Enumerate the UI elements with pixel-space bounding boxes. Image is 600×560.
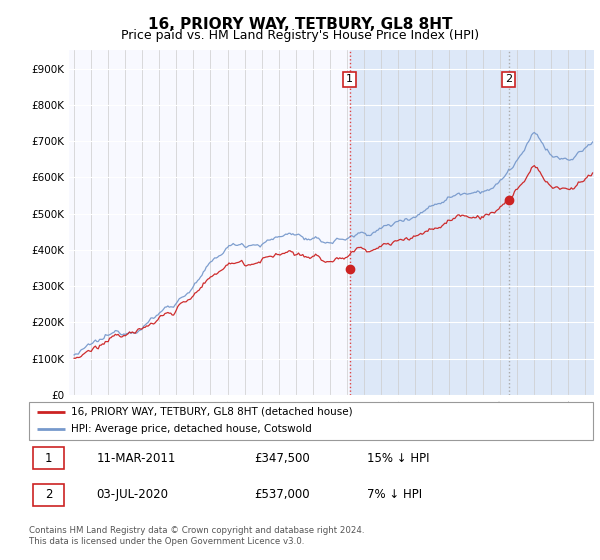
Text: 11-MAR-2011: 11-MAR-2011 (97, 452, 176, 465)
Text: 2: 2 (505, 74, 512, 85)
Text: 1: 1 (45, 452, 53, 465)
FancyBboxPatch shape (29, 402, 593, 440)
Text: Contains HM Land Registry data © Crown copyright and database right 2024.
This d: Contains HM Land Registry data © Crown c… (29, 526, 364, 546)
Text: £537,000: £537,000 (254, 488, 310, 501)
FancyBboxPatch shape (34, 447, 64, 469)
Text: 2: 2 (45, 488, 53, 501)
Text: 15% ↓ HPI: 15% ↓ HPI (367, 452, 430, 465)
Text: Price paid vs. HM Land Registry's House Price Index (HPI): Price paid vs. HM Land Registry's House … (121, 29, 479, 42)
Text: £347,500: £347,500 (254, 452, 310, 465)
Text: 03-JUL-2020: 03-JUL-2020 (97, 488, 169, 501)
FancyBboxPatch shape (34, 484, 64, 506)
Text: 1: 1 (346, 74, 353, 85)
Bar (350, 50, 594, 395)
Text: 7% ↓ HPI: 7% ↓ HPI (367, 488, 422, 501)
Text: HPI: Average price, detached house, Cotswold: HPI: Average price, detached house, Cots… (71, 424, 312, 435)
Text: 16, PRIORY WAY, TETBURY, GL8 8HT (detached house): 16, PRIORY WAY, TETBURY, GL8 8HT (detach… (71, 407, 353, 417)
Text: 16, PRIORY WAY, TETBURY, GL8 8HT: 16, PRIORY WAY, TETBURY, GL8 8HT (148, 17, 452, 32)
